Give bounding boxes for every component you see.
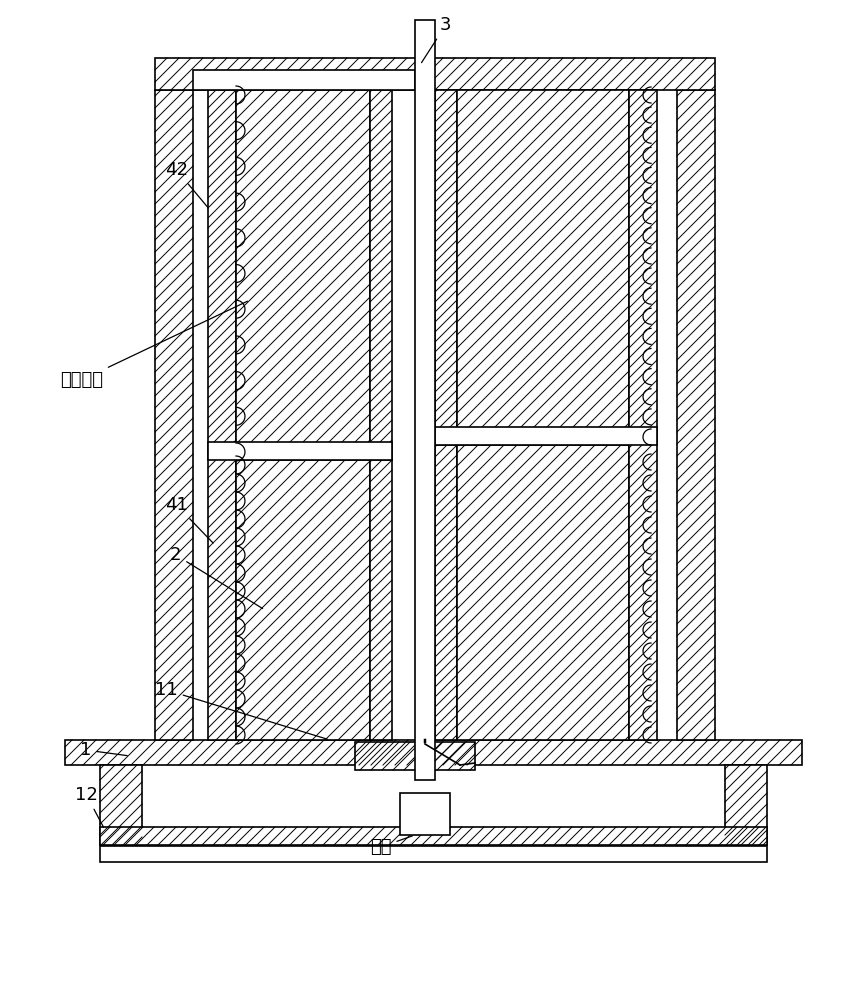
Bar [435, 90, 457, 445]
Text: 42: 42 [165, 161, 208, 208]
Bar [725, 765, 767, 845]
Bar [100, 827, 767, 845]
Text: 2: 2 [170, 546, 263, 609]
Bar [629, 90, 657, 740]
Bar [415, 20, 435, 780]
Bar [100, 765, 142, 845]
Bar [435, 445, 457, 740]
Bar [435, 427, 657, 445]
Bar [236, 90, 370, 460]
Text: 电机: 电机 [370, 836, 413, 856]
Bar [236, 460, 370, 740]
Bar [457, 90, 629, 445]
Bar [400, 793, 450, 835]
Bar [355, 742, 475, 770]
Text: 12: 12 [75, 786, 104, 828]
Text: 41: 41 [165, 496, 213, 543]
Text: 3: 3 [421, 16, 452, 63]
Bar [193, 70, 415, 90]
Text: 待洗工件: 待洗工件 [60, 301, 247, 389]
Bar [677, 90, 715, 740]
Bar [457, 445, 629, 740]
Bar [155, 58, 715, 90]
Bar [370, 90, 392, 460]
Bar [208, 90, 236, 740]
Text: 1: 1 [80, 741, 127, 759]
Bar [370, 460, 392, 740]
Text: 11: 11 [155, 681, 328, 739]
Bar [208, 442, 392, 460]
Bar [65, 740, 802, 765]
Bar [155, 90, 193, 740]
Bar [100, 846, 767, 862]
